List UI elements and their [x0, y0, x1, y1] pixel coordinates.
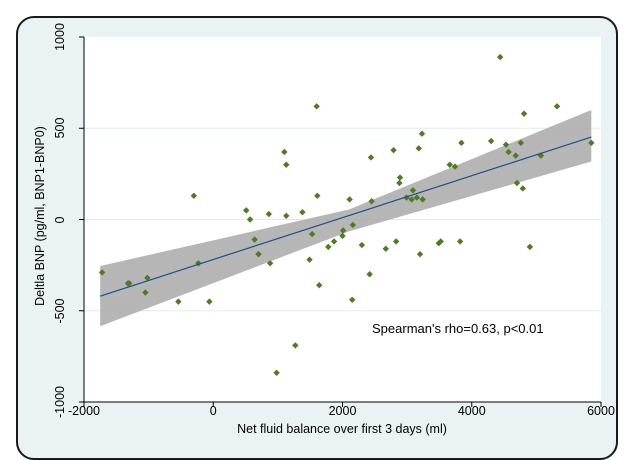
y-tick-label: -1000 [53, 386, 67, 418]
confidence-band [100, 110, 592, 327]
data-point [513, 179, 521, 187]
data-point [243, 207, 250, 214]
data-point [537, 152, 545, 159]
data-point [553, 103, 561, 110]
data-point [316, 282, 323, 289]
data-point [446, 161, 453, 168]
data-point [418, 130, 426, 137]
data-point [367, 154, 375, 161]
data-point [255, 250, 262, 258]
x-tick-label: 4000 [457, 404, 486, 418]
data-point [396, 179, 403, 187]
data-point [487, 137, 495, 145]
data-point [502, 141, 510, 148]
data-point [358, 241, 366, 249]
data-point [142, 289, 149, 296]
data-point [175, 298, 182, 305]
data-point [281, 148, 288, 156]
x-tick-label: -2000 [68, 404, 100, 418]
data-point [408, 196, 415, 203]
data-point [496, 53, 504, 61]
data-point [526, 243, 534, 251]
data-point [246, 216, 254, 223]
data-point [273, 369, 280, 376]
data-point [456, 238, 464, 245]
data-point [437, 238, 444, 245]
x-tick-label: 0 [209, 404, 217, 418]
data-point [520, 110, 528, 117]
data-point [392, 238, 400, 245]
data-point [396, 174, 404, 181]
data-point [416, 250, 424, 258]
scatter-plot [79, 36, 602, 407]
data-point [458, 139, 465, 147]
data-point [588, 139, 595, 147]
data-point [308, 230, 316, 238]
x-tick-label: 2000 [328, 404, 357, 418]
data-point [265, 210, 273, 218]
data-point [299, 209, 306, 216]
data-point [368, 198, 375, 205]
data-point [419, 196, 426, 203]
data-point [144, 274, 151, 282]
data-point [190, 192, 198, 199]
data-point [512, 152, 519, 159]
data-point [517, 139, 525, 147]
y-tick-label: 0 [53, 216, 67, 223]
data-point [306, 256, 313, 263]
data-point [346, 196, 353, 203]
data-point [325, 243, 332, 251]
data-point [314, 192, 321, 199]
data-point [313, 103, 320, 110]
data-point [519, 185, 527, 192]
data-point [382, 245, 389, 252]
data-point [330, 238, 338, 245]
x-axis-label: Net fluid balance over first 3 days (ml) [237, 422, 447, 436]
data-point [266, 260, 274, 267]
y-axis-label: Deltla BNP (pg/ml, BNP1-BNP0) [33, 126, 47, 306]
y-tick-label: 500 [53, 117, 67, 139]
data-point [451, 163, 459, 170]
spearman-annotation: Spearman's rho=0.63, p<0.01 [372, 321, 544, 336]
x-tick-label: 6000 [587, 404, 615, 418]
data-point [409, 187, 417, 194]
data-point [415, 145, 422, 152]
data-point [390, 146, 397, 154]
data-point [206, 298, 213, 305]
y-tick-label: 1000 [53, 23, 67, 51]
regression-line [99, 136, 592, 297]
data-point [349, 221, 357, 229]
data-points [98, 53, 595, 376]
data-point [283, 161, 290, 168]
data-point [292, 342, 299, 349]
data-point [505, 148, 512, 156]
data-point [124, 280, 132, 287]
data-point [366, 271, 373, 278]
y-tick-label: -500 [53, 298, 67, 324]
data-point [413, 194, 421, 201]
axes [79, 36, 602, 407]
data-point [98, 269, 106, 276]
data-point [339, 232, 346, 240]
data-point [339, 227, 347, 234]
data-point [283, 212, 290, 220]
data-point [251, 236, 258, 243]
data-point [348, 296, 356, 303]
